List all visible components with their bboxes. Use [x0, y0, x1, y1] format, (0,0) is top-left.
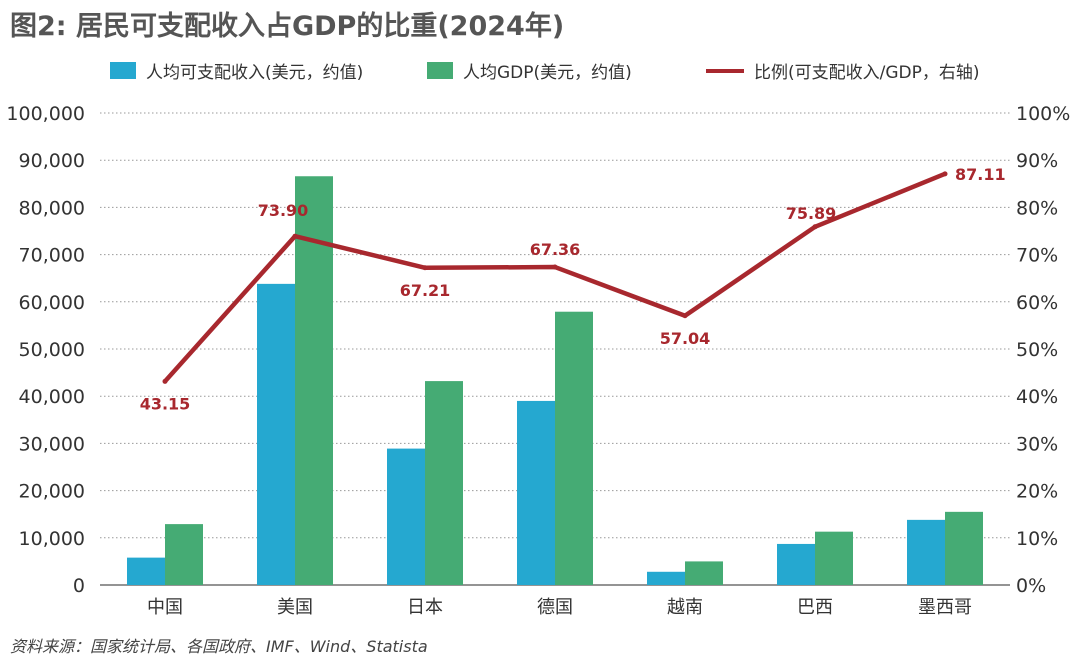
ratio-point	[552, 264, 558, 270]
bar-income	[647, 571, 685, 585]
y-left-tick-label: 70,000	[19, 245, 85, 267]
ratio-data-label: 87.11	[955, 165, 1006, 184]
y-right-tick-label: 70%	[1016, 245, 1058, 267]
y-right-tick-label: 90%	[1016, 150, 1058, 172]
bar-income	[907, 519, 945, 585]
bar-gdp	[945, 511, 983, 585]
ratio-point	[682, 313, 688, 319]
legend-ratio: 比例(可支配收入/GDP，右轴)	[706, 58, 980, 83]
x-tick-label: 巴西	[797, 597, 833, 618]
bar-gdp	[555, 311, 593, 585]
y-left-tick-label: 30,000	[19, 433, 85, 455]
y-right-tick-label: 40%	[1016, 386, 1058, 408]
y-left-tick-label: 10,000	[19, 528, 85, 550]
ratio-data-label: 57.04	[660, 329, 711, 348]
ratio-data-label: 75.89	[786, 204, 837, 223]
legend-label-gdp: 人均GDP(美元，约值)	[463, 63, 632, 83]
y-right-tick-label: 30%	[1016, 433, 1058, 455]
x-tick-label: 德国	[537, 597, 573, 618]
legend-label-income: 人均可支配收入(美元，约值)	[146, 63, 364, 83]
ratio-data-label: 67.21	[400, 281, 451, 300]
y-left-tick-label: 50,000	[19, 339, 85, 361]
legend-label-ratio: 比例(可支配收入/GDP，右轴)	[754, 63, 980, 83]
y-right-tick-label: 10%	[1016, 528, 1058, 550]
bar-gdp	[815, 531, 853, 585]
bar-gdp	[425, 381, 463, 585]
x-tick-label: 越南	[667, 597, 703, 618]
chart-legend: 人均可支配收入(美元，约值) 人均GDP(美元，约值) 比例(可支配收入/GDP…	[0, 58, 1080, 84]
x-tick-label: 日本	[407, 597, 443, 618]
chart-title: 图2: 居民可支配收入占GDP的比重(2024年)	[10, 11, 565, 42]
bar-income	[127, 557, 165, 585]
y-right-tick-label: 0%	[1016, 575, 1046, 597]
y-left-tick-label: 60,000	[19, 292, 85, 314]
y-left-tick-label: 100,000	[6, 103, 85, 125]
y-right-tick-label: 50%	[1016, 339, 1058, 361]
y-right-tick-label: 60%	[1016, 292, 1058, 314]
bar-gdp	[165, 524, 203, 585]
x-tick-label: 美国	[277, 597, 313, 618]
ratio-data-label: 43.15	[140, 394, 191, 413]
y-right-tick-label: 100%	[1016, 103, 1070, 125]
y-left-tick-label: 90,000	[19, 150, 85, 172]
ratio-point	[812, 224, 818, 230]
bar-income	[777, 543, 815, 585]
ratio-data-label: 67.36	[530, 240, 581, 259]
x-tick-label: 中国	[147, 597, 183, 618]
y-left-tick-label: 20,000	[19, 481, 85, 503]
x-tick-label: 墨西哥	[918, 597, 972, 618]
bar-income	[387, 448, 425, 585]
bar-income	[517, 400, 555, 585]
ratio-point	[292, 233, 298, 239]
legend-income: 人均可支配收入(美元，约值)	[110, 58, 363, 83]
y-left-tick-label: 40,000	[19, 386, 85, 408]
y-right-tick-label: 20%	[1016, 481, 1058, 503]
y-left-tick-label: 0	[73, 575, 85, 597]
bar-income	[257, 283, 295, 585]
ratio-point	[942, 171, 948, 177]
ratio-point	[422, 265, 428, 271]
bar-gdp	[685, 561, 723, 585]
y-right-tick-label: 80%	[1016, 197, 1058, 219]
legend-swatch-gdp	[427, 62, 453, 79]
legend-swatch-income	[110, 62, 136, 79]
legend-swatch-ratio	[706, 68, 744, 73]
legend-gdp: 人均GDP(美元，约值)	[427, 58, 632, 83]
ratio-point	[162, 378, 168, 384]
source-note: 资料来源：国家统计局、各国政府、IMF、Wind、Statista	[10, 637, 428, 656]
ratio-data-label: 73.90	[258, 201, 309, 220]
y-left-tick-label: 80,000	[19, 197, 85, 219]
